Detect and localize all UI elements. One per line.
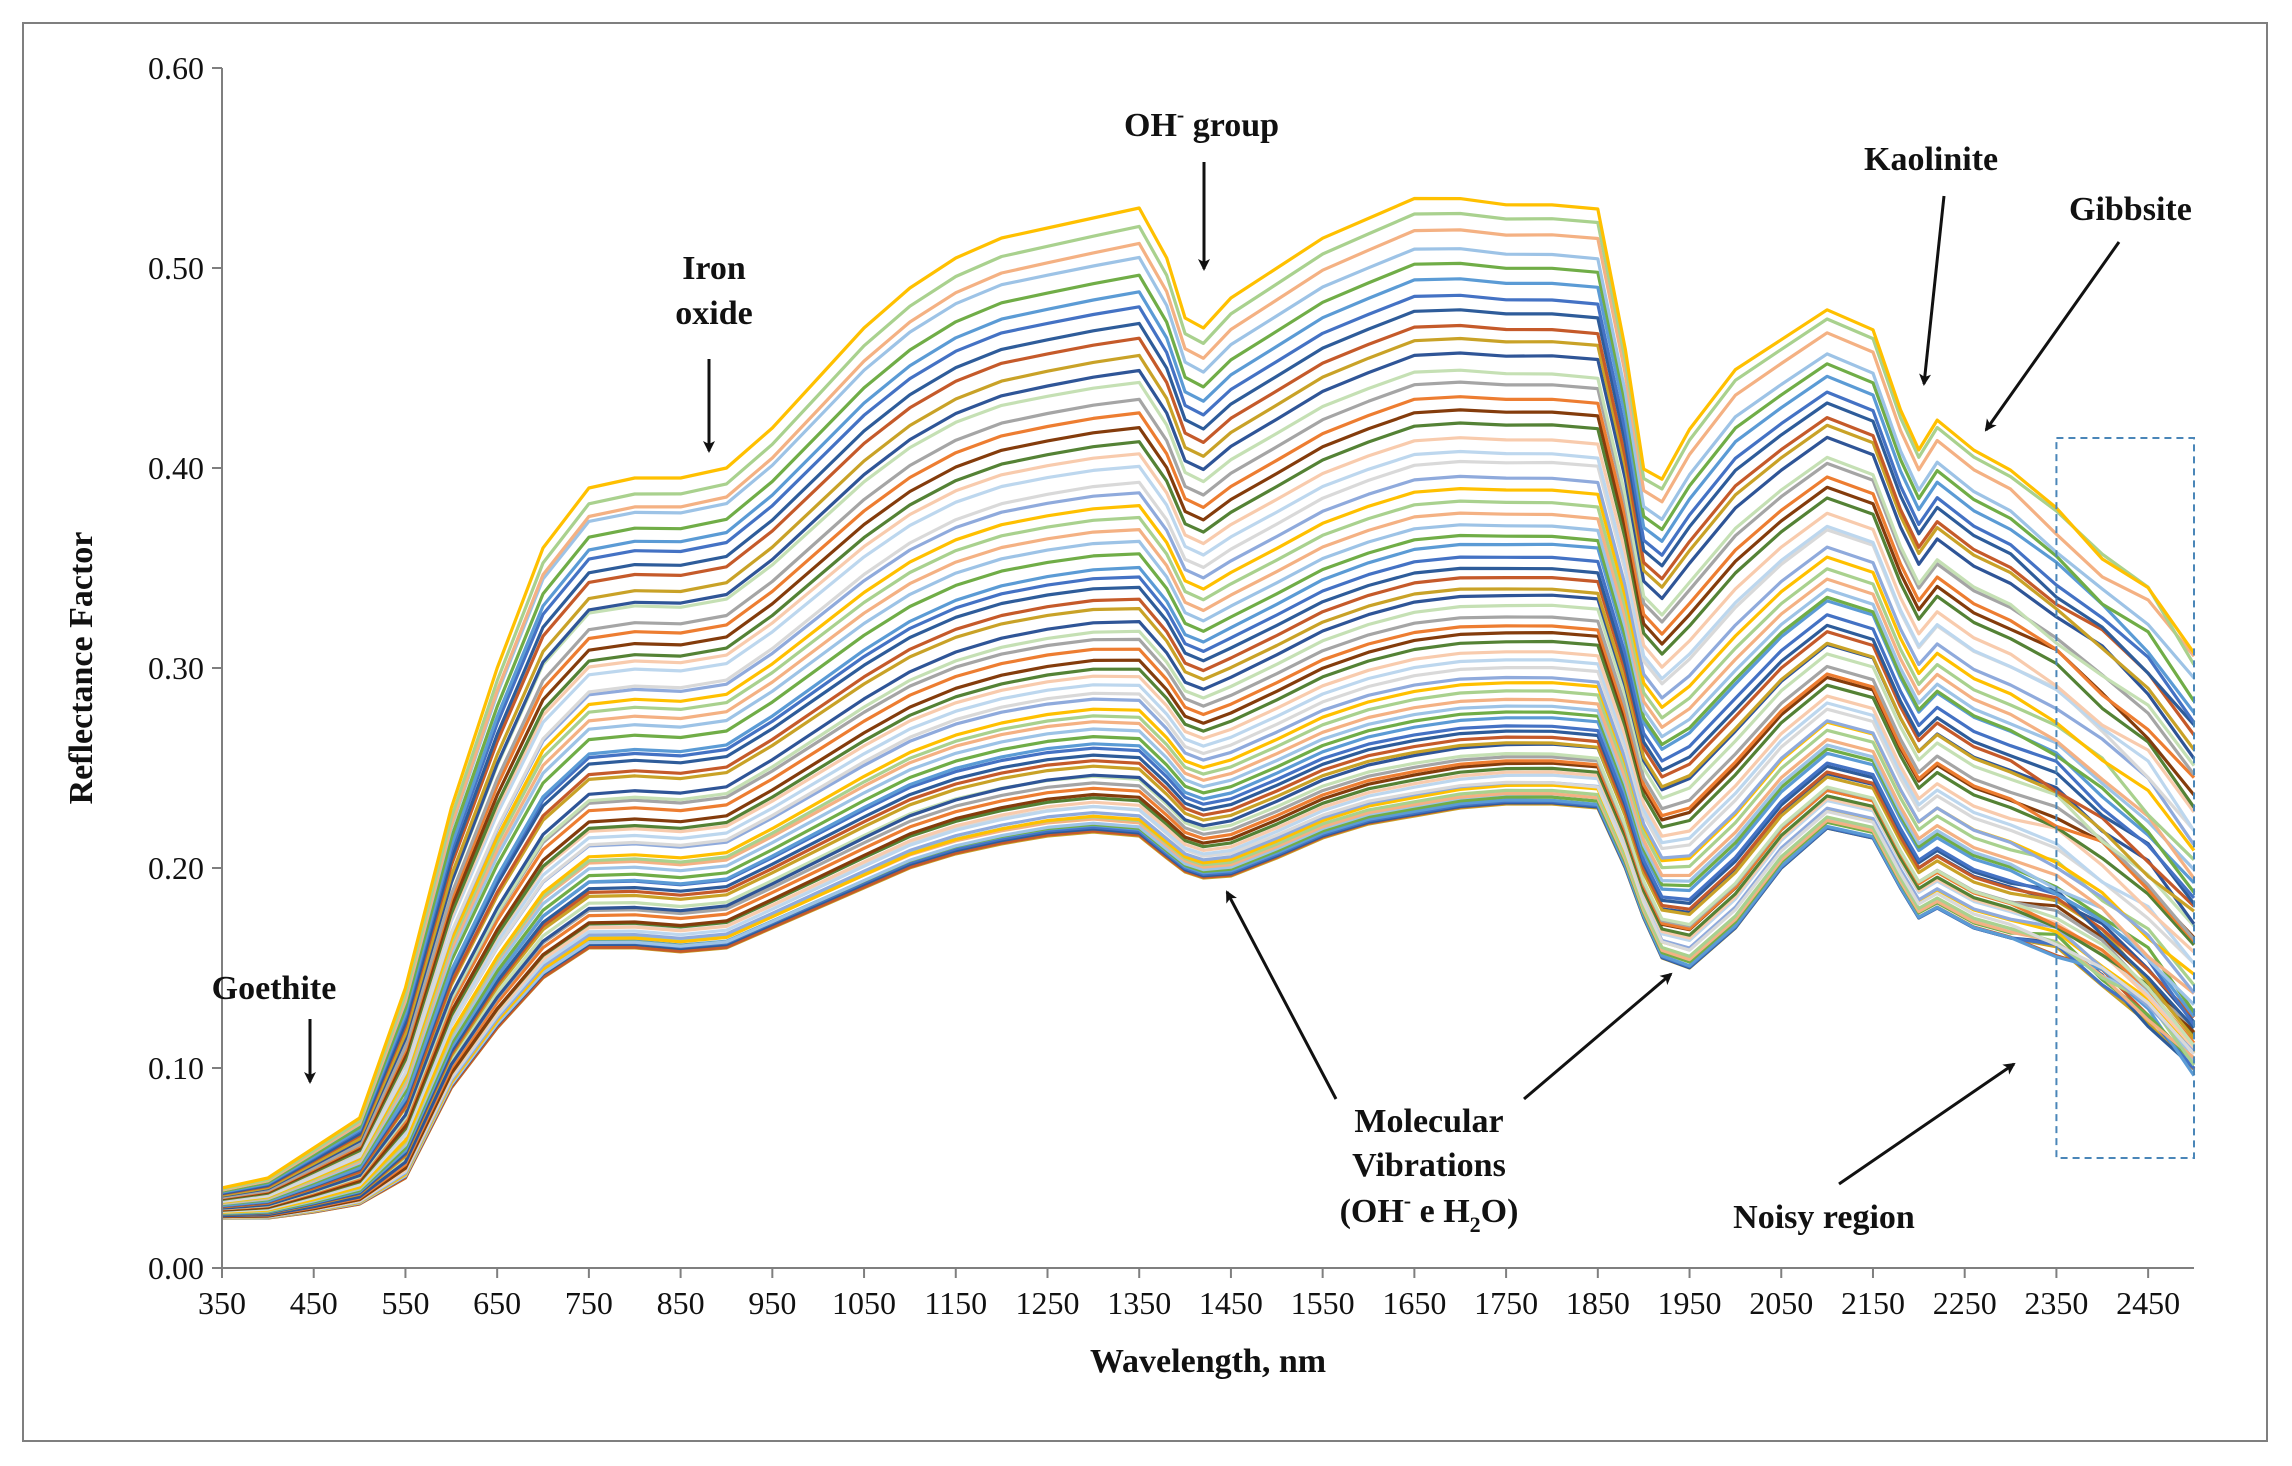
spectrum-line bbox=[221, 716, 2196, 1216]
annotation-iron: Iron bbox=[682, 250, 746, 287]
y-tick-label: 0.40 bbox=[148, 450, 204, 486]
annotation-oxide: oxide bbox=[675, 295, 752, 332]
spectrum-line bbox=[221, 380, 2196, 1199]
x-tick-label: 1950 bbox=[1658, 1285, 1722, 1321]
spectrum-line bbox=[221, 395, 2196, 1200]
spectrum-line bbox=[221, 741, 2196, 1217]
x-tick-label: 2050 bbox=[1749, 1285, 1813, 1321]
y-tick-label: 0.50 bbox=[148, 250, 204, 286]
annotation-gibbsite: Gibbsite bbox=[2069, 191, 2192, 228]
gibbsite-arrow bbox=[1984, 241, 2121, 432]
annotation-molecular: Molecular bbox=[1354, 1103, 1503, 1140]
spectrum-line bbox=[221, 555, 2196, 1208]
spectrum-line bbox=[221, 308, 2196, 1196]
kaolinite-arrow bbox=[1919, 195, 1946, 386]
annotation-kaolinite: Kaolinite bbox=[1864, 141, 1998, 178]
x-tick-label: 650 bbox=[473, 1285, 521, 1321]
spectrum-line bbox=[221, 533, 2196, 1206]
x-tick-label: 2450 bbox=[2116, 1285, 2180, 1321]
y-tick-label: 0.00 bbox=[148, 1250, 204, 1286]
spectrum-line bbox=[221, 658, 2196, 1213]
x-tick-label: 1250 bbox=[1015, 1285, 1079, 1321]
x-tick-label: 1750 bbox=[1474, 1285, 1538, 1321]
spectrum-line bbox=[221, 421, 2196, 1201]
x-tick-label: 1550 bbox=[1291, 1285, 1355, 1321]
x-tick-label: 2150 bbox=[1841, 1285, 1905, 1321]
x-tick-label: 350 bbox=[198, 1285, 246, 1321]
spectrum-line bbox=[221, 196, 2196, 1190]
spectrum-line bbox=[221, 277, 2196, 1194]
x-tick-label: 1450 bbox=[1199, 1285, 1263, 1321]
x-tick-label: 750 bbox=[565, 1285, 613, 1321]
spectrum-line bbox=[221, 261, 2196, 1193]
spectrum-line bbox=[221, 566, 2196, 1208]
x-tick-label: 1850 bbox=[1566, 1285, 1630, 1321]
spectrum-line bbox=[221, 368, 2196, 1198]
annotations: Goethite Iron oxide OH- group Kaolinite … bbox=[212, 102, 2192, 1237]
spectrum-line bbox=[221, 247, 2196, 1192]
spectrum-line bbox=[221, 323, 2196, 1196]
spectrum-line bbox=[221, 523, 2196, 1206]
x-tick-label: 1650 bbox=[1382, 1285, 1446, 1321]
spectrum-line bbox=[221, 228, 2196, 1192]
spectrum-line bbox=[221, 689, 2196, 1214]
spectrum-line bbox=[221, 666, 2196, 1213]
x-axis-label: Wavelength, nm bbox=[1090, 1343, 1326, 1380]
spectrum-line bbox=[221, 436, 2196, 1202]
spectra-curves bbox=[221, 196, 2196, 1220]
y-tick-label: 0.60 bbox=[148, 50, 204, 86]
molecular-arrow-right bbox=[1523, 972, 1673, 1101]
spectrum-line bbox=[221, 603, 2196, 1211]
spectrum-line bbox=[221, 639, 2196, 1212]
spectrum-line bbox=[221, 408, 2196, 1201]
spectrum-line bbox=[221, 576, 2196, 1209]
spectrum-line bbox=[221, 697, 2196, 1214]
spectrum-line bbox=[221, 211, 2196, 1191]
x-axis-ticks: 350 450 550 650 750 850 950 1050 1150 1250 1350 145… bbox=[198, 1268, 2180, 1321]
annotation-noisy-region: Noisy region bbox=[1733, 1199, 1915, 1236]
spectrum-line bbox=[221, 293, 2196, 1195]
x-tick-label: 1350 bbox=[1107, 1285, 1171, 1321]
spectrum-line bbox=[221, 704, 2196, 1215]
spectrum-line bbox=[221, 487, 2196, 1204]
y-tick-label: 0.20 bbox=[148, 850, 204, 886]
spectrum-line bbox=[221, 351, 2196, 1198]
y-axis-ticks: 0.00 0.10 0.20 0.30 0.40 0.50 0.60 bbox=[148, 50, 222, 1286]
noisy-region-arrow bbox=[1838, 1062, 2016, 1186]
annotation-oh-h2o: (OH- e H2O) bbox=[1340, 1188, 1519, 1237]
x-tick-label: 450 bbox=[290, 1285, 338, 1321]
x-tick-label: 1150 bbox=[924, 1285, 987, 1321]
x-tick-label: 2250 bbox=[1933, 1285, 1997, 1321]
molecular-arrow-left bbox=[1225, 890, 1338, 1100]
spectrum-line bbox=[221, 615, 2196, 1211]
spectrum-line bbox=[221, 650, 2196, 1212]
spectrum-line bbox=[221, 781, 2196, 1219]
annotation-vibrations: Vibrations bbox=[1352, 1147, 1506, 1184]
annotation-oh-group: OH- group bbox=[1124, 102, 1279, 144]
x-tick-label: 850 bbox=[657, 1285, 705, 1321]
annotation-goethite: Goethite bbox=[212, 970, 337, 1007]
spectrum-line bbox=[221, 735, 2196, 1216]
y-axis-label: Reflectance Factor bbox=[63, 532, 100, 805]
spectrum-line bbox=[221, 499, 2196, 1205]
spectrum-line bbox=[221, 511, 2196, 1205]
noisy-region-box bbox=[2055, 437, 2195, 1159]
spectrum-line bbox=[221, 587, 2195, 1209]
spectrum-line bbox=[221, 624, 2196, 1211]
spectra-chart: 0.00 0.10 0.20 0.30 0.40 0.50 0.60 350 450 550 65… bbox=[63, 50, 2196, 1380]
spectrum-line bbox=[221, 474, 2196, 1203]
spectrum-line bbox=[221, 752, 2196, 1217]
figure-frame: 0.00 0.10 0.20 0.30 0.40 0.50 0.60 350 450 550 65… bbox=[22, 22, 2268, 1442]
y-tick-label: 0.30 bbox=[148, 650, 204, 686]
x-tick-label: 950 bbox=[748, 1285, 796, 1321]
spectrum-line bbox=[221, 449, 2196, 1202]
x-tick-label: 2350 bbox=[2024, 1285, 2088, 1321]
spectrum-line bbox=[221, 336, 2196, 1197]
x-tick-label: 1050 bbox=[832, 1285, 896, 1321]
x-tick-label: 550 bbox=[381, 1285, 429, 1321]
y-tick-label: 0.10 bbox=[148, 1050, 204, 1086]
